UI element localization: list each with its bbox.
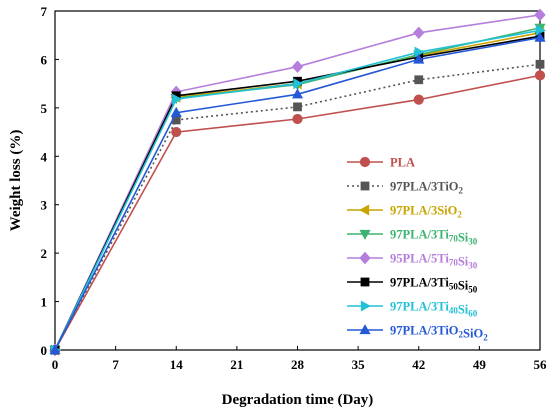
y-tick-label: 3 (41, 198, 48, 213)
data-point (293, 78, 304, 90)
legend-entry: 97PLA/3Ti40Si60 (347, 300, 478, 319)
y-tick-label: 1 (41, 295, 48, 310)
y-tick-label: 4 (41, 149, 48, 164)
data-point (170, 106, 182, 117)
x-tick-label: 56 (534, 357, 548, 372)
legend-marker (359, 204, 370, 216)
y-tick-label: 0 (41, 343, 48, 358)
legend-label: 97PLA/3Ti40Si60 (390, 300, 478, 319)
data-point (49, 344, 61, 355)
x-axis: 0 7 14 21 28 35 42 49 56 (52, 346, 547, 372)
data-point (534, 8, 546, 22)
data-point (534, 70, 546, 81)
y-tick-label: 6 (41, 52, 48, 67)
series-6 (50, 24, 546, 356)
data-point (413, 53, 425, 64)
x-axis-title: Degradation time (Day) (222, 392, 374, 408)
y-tick-label: 5 (41, 101, 48, 116)
data-point (535, 59, 545, 69)
legend-entry: 97PLA/3SiO2 (347, 204, 462, 220)
legend-marker (360, 181, 370, 191)
legend-label: 95PLA/5Ti70Si30 (390, 252, 478, 271)
series-4 (49, 8, 546, 357)
legend-marker (360, 300, 371, 312)
data-point (291, 60, 304, 73)
data-point (413, 94, 424, 105)
legend-entry: 97PLA/3TiO2SiO2 (347, 324, 488, 343)
legend-entry: 95PLA/5Ti70Si30 (347, 252, 478, 271)
y-tick-label: 7 (41, 4, 48, 19)
legend-label: 97PLA/3SiO2 (390, 204, 462, 220)
series-3 (49, 23, 546, 356)
data-point (534, 31, 546, 42)
legend-entry: 97PLA/3Ti50Si50 (347, 276, 478, 295)
legend-marker (359, 251, 371, 265)
x-tick-label: 21 (230, 357, 243, 372)
data-point (172, 93, 183, 105)
x-tick-label: 49 (473, 357, 487, 372)
legend-marker (359, 229, 371, 240)
legend-label: 97PLA/3TiO2 (390, 180, 464, 196)
legend-marker (360, 277, 370, 287)
legend-marker (359, 156, 371, 168)
data-point (413, 26, 425, 39)
x-tick-label: 14 (170, 357, 184, 372)
data-point (414, 75, 424, 85)
legend-entry: 97PLA/3TiO2 (347, 180, 464, 196)
series-layer (49, 8, 546, 357)
x-tick-label: 42 (412, 357, 425, 372)
legend-label: 97PLA/3Ti50Si50 (390, 276, 478, 295)
data-point (414, 46, 425, 58)
y-tick-label: 2 (41, 246, 48, 261)
legend: PLA 97PLA/3TiO2 97PLA/3SiO2 97PLA/3Ti70Si30… (347, 156, 488, 343)
y-axis: 0 1 2 3 4 5 6 7 (41, 4, 59, 358)
data-point (171, 126, 182, 138)
data-point (293, 102, 302, 112)
x-tick-label: 0 (52, 357, 59, 372)
data-point (535, 24, 546, 36)
y-axis-title: Weight loss (%) (8, 130, 24, 232)
legend-label: 97PLA/3TiO2SiO2 (390, 324, 488, 343)
legend-label: 97PLA/3Ti70Si30 (390, 228, 478, 247)
legend-entry: 97PLA/3Ti70Si30 (347, 228, 478, 247)
x-tick-label: 28 (291, 357, 305, 372)
data-point (292, 113, 303, 125)
legend-label: PLA (390, 156, 415, 170)
x-tick-label: 35 (352, 357, 366, 372)
legend-entry: PLA (347, 156, 415, 170)
legend-marker (359, 324, 371, 335)
series-7 (49, 31, 546, 355)
x-tick-label: 7 (112, 357, 119, 372)
data-point (291, 88, 304, 99)
